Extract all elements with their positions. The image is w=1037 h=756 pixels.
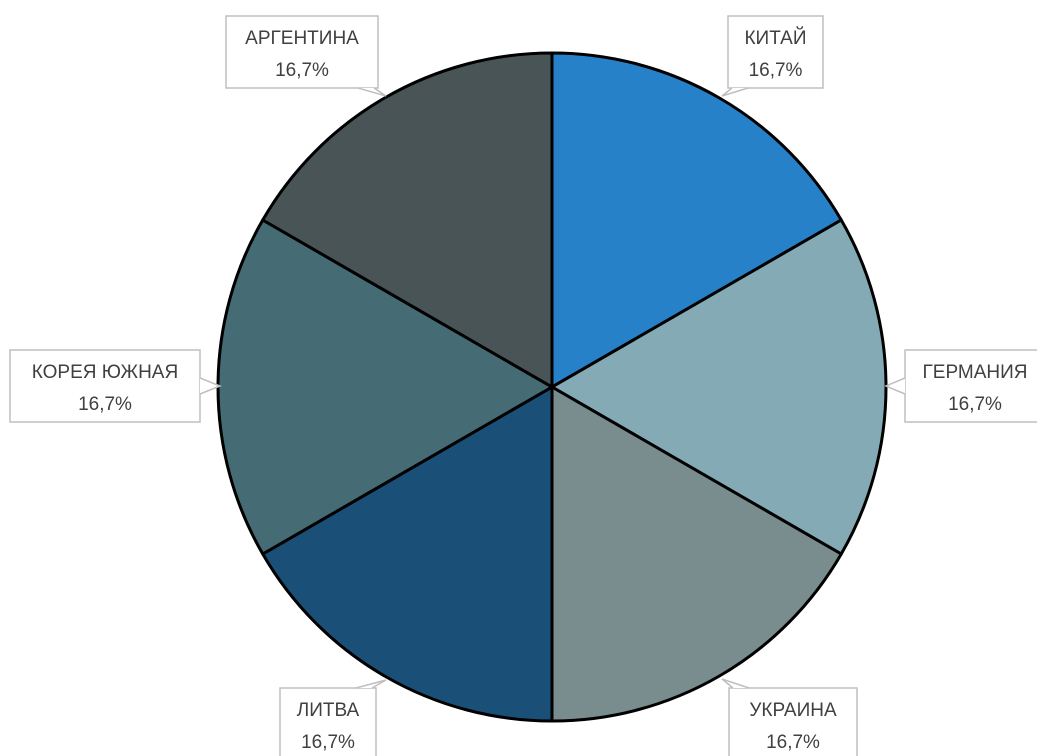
data-label: КОРЕЯ ЮЖНАЯ 16,7%: [9, 349, 223, 423]
data-label: ЛИТВА 16,7%: [279, 679, 387, 756]
slice-category-label: ЛИТВА: [297, 700, 360, 721]
data-label: АРГЕНТИНА 16,7%: [225, 15, 387, 97]
slice-category-label: ГЕРМАНИЯ: [922, 362, 1027, 383]
label-pointer: [355, 679, 387, 689]
pie-labels: КИТАЙ16,7%ГЕРМАНИЯ16,7%УКРАИНА16,7%ЛИТВА…: [9, 15, 1037, 756]
label-pointer: [199, 377, 223, 395]
data-label: КИТАЙ 16,7%: [721, 15, 824, 97]
pie-slice: [550, 51, 843, 389]
pie-slices: [216, 51, 888, 723]
slice-value-label: 16,7%: [749, 60, 803, 81]
slice-category-label: КИТАЙ: [744, 27, 806, 49]
slice-value-label: 16,7%: [275, 60, 329, 81]
pie-slice: [550, 218, 888, 556]
pie-slice: [261, 51, 554, 389]
label-box: [279, 687, 377, 756]
label-pointer: [721, 87, 749, 97]
slice-value-label: 16,7%: [78, 394, 132, 415]
label-box: [727, 15, 824, 89]
label-pointer: [357, 87, 387, 97]
slice-category-label: КОРЕЯ ЮЖНАЯ: [32, 362, 178, 383]
pie-slice: [550, 385, 843, 723]
label-box: [9, 349, 201, 423]
label-box: [728, 687, 858, 756]
label-pointer: [884, 377, 906, 395]
data-label: УКРАИНА 16,7%: [721, 678, 858, 756]
slice-value-label: 16,7%: [301, 732, 355, 753]
slice-category-label: УКРАИНА: [749, 700, 837, 721]
label-pointer: [721, 678, 750, 689]
slice-category-label: АРГЕНТИНА: [245, 28, 359, 49]
label-box: [225, 15, 379, 89]
label-box: [904, 349, 1037, 423]
data-label: ГЕРМАНИЯ 16,7%: [884, 349, 1037, 423]
slice-value-label: 16,7%: [766, 732, 820, 753]
slice-value-label: 16,7%: [948, 394, 1002, 415]
pie-slice: [261, 385, 554, 723]
